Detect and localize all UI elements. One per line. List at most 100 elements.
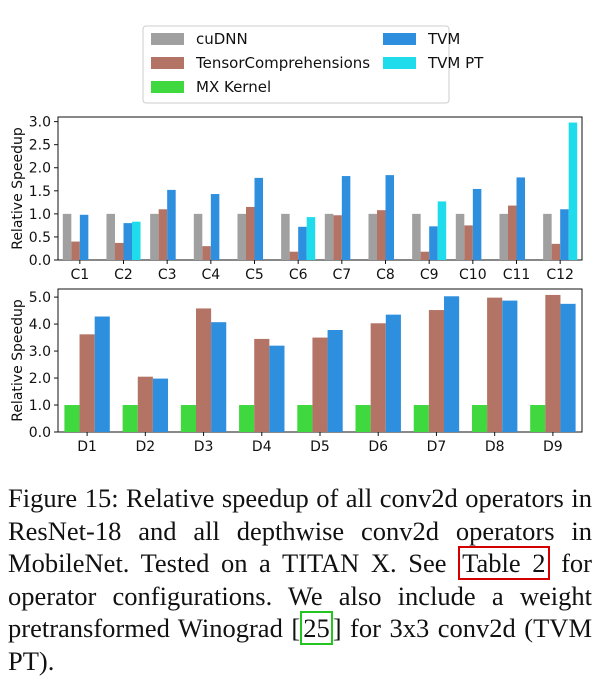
c-ylabel: Relative Speedup	[10, 127, 26, 250]
c-bar-tvm-c2	[123, 223, 133, 260]
c-xtick-label-c3: C3	[158, 267, 177, 283]
c-bar-cudnn-c3	[150, 213, 159, 260]
d-bar-mx-kernel-d1	[64, 405, 80, 432]
c-bar-tvm-c8	[385, 175, 395, 260]
c-xtick-label-c10: C10	[459, 267, 487, 283]
c-bar-tvm-c4	[210, 194, 220, 260]
figure-caption: Figure 15: Relative speedup of all conv2…	[8, 482, 592, 677]
d-ytick-label: 2.0	[29, 371, 51, 387]
c-bar-tvm-pt-c12	[568, 122, 578, 260]
c-bar-cudnn-c10	[455, 213, 465, 260]
c-bar-tvm-c1	[79, 214, 89, 260]
legend-swatch-tvm	[383, 33, 416, 45]
d-bar-tvm-d7	[444, 296, 460, 432]
legend-label-tensorcomprehensions: TensorComprehensions	[195, 54, 370, 72]
d-xtick-label-d3: D3	[194, 439, 214, 455]
c-bar-tvm-c9	[429, 226, 438, 260]
c-xtick-label-c1: C1	[70, 267, 89, 283]
d-ytick-label: 4.0	[29, 317, 51, 333]
c-bar-cudnn-c1	[62, 213, 72, 260]
legend: cuDNN TVM TensorComprehensions TVM PT MX Ker…	[142, 25, 484, 104]
c-xtick-label-c5: C5	[245, 267, 264, 283]
c-bar-tensorcomprehensions-c1	[71, 241, 80, 260]
c-bar-tvm-c12	[560, 209, 569, 260]
citation-25-link[interactable]: 25	[300, 611, 333, 645]
c-bar-tensorcomprehensions-c9	[420, 251, 430, 260]
d-bar-tvm-d1	[94, 316, 110, 432]
c-bar-tensorcomprehensions-c4	[202, 246, 211, 260]
d-ytick-label: 5.0	[29, 290, 51, 306]
d-xtick-label-d8: D8	[485, 439, 505, 455]
c-bar-tvm-c3	[167, 189, 176, 260]
c-bar-tensorcomprehensions-c2	[114, 242, 124, 260]
d-bar-mx-kernel-d4	[239, 405, 255, 432]
c-xtick-label-c12: C12	[546, 267, 574, 283]
d-bar-mx-kernel-d2	[122, 405, 138, 432]
c-bar-cudnn-c7	[324, 213, 334, 260]
c-ytick-label: 0.0	[29, 253, 51, 269]
d-bar-tvm-d3	[211, 322, 227, 432]
legend-label-tvm-pt: TVM PT	[427, 54, 484, 72]
c-bar-cudnn-c9	[412, 213, 421, 260]
c-xtick-label-c8: C8	[376, 267, 395, 283]
d-xtick-label-d2: D2	[135, 439, 155, 455]
c-bar-tvm-c11	[516, 177, 526, 260]
d-bar-tvm-d8	[502, 300, 518, 432]
d-xtick-label-d7: D7	[427, 439, 447, 455]
c-bar-tvm-c6	[298, 226, 307, 260]
d-bar-tvm-d9	[560, 303, 576, 432]
c-bar-tensorcomprehensions-c8	[376, 210, 386, 260]
c-bar-tensorcomprehensions-c5	[245, 206, 255, 260]
c-bar-tensorcomprehensions-c3	[158, 209, 168, 260]
c-ytick-label: 1.5	[29, 184, 51, 200]
d-xtick-label-d5: D5	[310, 439, 330, 455]
d-ytick-label: 1.0	[29, 398, 51, 414]
c-xtick-label-c2: C2	[114, 267, 133, 283]
d-xtick-label-d1: D1	[77, 439, 97, 455]
d-bar-tvm-d4	[269, 345, 285, 432]
caption-text-1: Figure 15: Relative speedup of all conv2…	[8, 483, 592, 578]
c-bar-tvm-pt-c9	[437, 201, 447, 260]
d-bar-mx-kernel-d5	[297, 405, 313, 432]
c-bar-cudnn-c8	[368, 213, 377, 260]
c-bar-cudnn-c12	[543, 213, 552, 260]
c-ytick-label: 0.5	[29, 230, 51, 246]
c-xtick-label-c4: C4	[201, 267, 220, 283]
c-xtick-label-c11: C11	[503, 267, 531, 283]
legend-label-tvm: TVM	[427, 30, 460, 48]
c-xtick-label-c6: C6	[289, 267, 308, 283]
d-bar-mx-kernel-d9	[530, 405, 546, 432]
d-bar-tensorcomprehensions-d6	[370, 323, 386, 432]
c-bar-tvm-pt-c6	[306, 217, 316, 260]
c-bar-tensorcomprehensions-c6	[289, 251, 299, 260]
figure: cuDNN TVM TensorComprehensions TVM PT MX Ker…	[10, 25, 583, 455]
c-ytick-label: 3.0	[29, 115, 51, 131]
c-ytick-label: 2.5	[29, 138, 51, 154]
c-bar-tvm-pt-c2	[132, 221, 141, 260]
c-bar-cudnn-c6	[281, 213, 290, 260]
d-bar-tvm-d6	[385, 314, 401, 432]
d-bar-tensorcomprehensions-d7	[428, 310, 445, 432]
c-axes-frame	[57, 116, 583, 261]
d-ylabel: Relative Speedup	[10, 299, 26, 422]
c-xtick-label-c7: C7	[332, 267, 351, 283]
table-2-link[interactable]: Table 2	[458, 546, 550, 580]
d-bar-tensorcomprehensions-d1	[79, 334, 95, 432]
d-bar-tensorcomprehensions-d4	[254, 338, 270, 432]
c-ytick-label: 2.0	[29, 161, 51, 177]
d-xtick-label-d9: D9	[543, 439, 563, 455]
c-bar-tensorcomprehensions-c7	[333, 215, 342, 260]
d-bar-tvm-d2	[152, 378, 169, 432]
c-bar-tvm-c5	[254, 177, 264, 260]
c-bar-cudnn-c11	[499, 213, 508, 260]
c-bar-tvm-c10	[472, 188, 482, 260]
d-bar-tensorcomprehensions-d3	[195, 308, 212, 432]
d-ytick-label: 0.0	[29, 425, 51, 441]
d-xtick-label-d4: D4	[252, 439, 272, 455]
d-xtick-label-d6: D6	[368, 439, 388, 455]
legend-swatch-cudnn	[151, 33, 184, 45]
legend-swatch-mx-kernel	[151, 81, 184, 93]
legend-swatch-tvm-pt	[383, 57, 416, 69]
